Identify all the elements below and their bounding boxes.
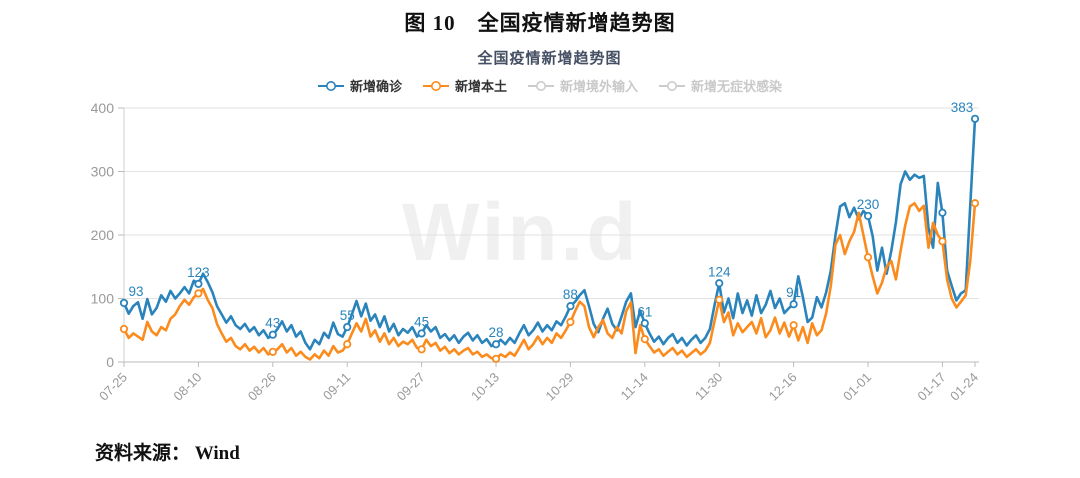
point-marker-new-confirmed [417,329,426,338]
x-axis-label: 10-29 [542,370,576,404]
x-axis-label: 07-25 [96,370,130,404]
point-marker-new-local [491,354,501,363]
legend-item-new-asymptomatic[interactable]: 新增无症状感染 [658,76,782,95]
point-label: 28 [489,325,504,340]
chart-title: 全国疫情新增趋势图 [477,50,622,67]
source-note: 资料来源： Wind [95,443,240,464]
x-axis-label: 01-24 [947,370,981,404]
point-label: 383 [951,100,974,115]
doc-title: 图 10 全国疫情新增趋势图 [404,11,676,35]
point-label: 91 [786,285,801,300]
y-axis-label: 0 [106,354,114,370]
point-label: 43 [265,316,280,331]
y-axis-label: 200 [91,227,115,243]
legend-marker-icon [528,80,554,91]
trend-chart-svg[interactable]: 0 100 200 300 400 07-25 08-10 08-26 09-11 09-27 10… [0,100,1080,430]
chart-legend: 新增确诊 新增本土 新增境外输入 新增无症状感染 [124,76,975,95]
legend-label: 新增确诊 [349,79,402,94]
point-marker-new-local [343,340,352,349]
legend-label: 新增无症状感染 [691,79,783,94]
x-axis-label: 01-01 [840,370,874,404]
point-label: 61 [637,304,652,319]
legend-marker-icon [317,80,344,91]
point-marker-new-local [119,324,129,334]
y-axis-label: 300 [91,164,115,180]
point-label: 124 [708,264,731,279]
x-axis-label: 08-26 [245,370,279,404]
point-marker-new-confirmed [343,322,352,332]
legend-label: 新增境外输入 [560,79,639,94]
y-axis-label: 100 [91,291,115,307]
x-axis-label: 09-11 [320,370,353,403]
point-marker-new-confirmed [789,300,798,309]
point-marker-new-local [970,199,980,208]
x-axis-label: 01-17 [914,370,948,404]
x-axis-label: 08-10 [170,370,204,404]
point-marker-new-local [417,345,426,354]
point-marker-new-confirmed [268,330,277,339]
point-marker-new-confirmed [566,302,575,311]
point-marker-new-confirmed [194,279,203,288]
x-axis-label: 09-27 [394,370,428,404]
point-marker-new-local [566,317,575,327]
point-marker-new-confirmed [640,319,649,328]
x-axis-label: 11-30 [692,370,725,403]
watermark: Win.d [402,187,640,278]
legend-label: 新增本土 [454,79,507,94]
legend-item-new-local[interactable]: 新增本土 [422,76,507,95]
point-marker-new-local [268,347,277,356]
point-label: 45 [414,314,429,329]
point-marker-new-local [938,237,947,246]
legend-marker-icon [659,80,686,91]
series-line-new-local [122,202,977,361]
x-axis-label: 12-16 [766,370,800,404]
point-label: 88 [563,287,578,302]
point-label: 93 [128,284,143,299]
point-marker-new-confirmed [715,279,724,288]
legend-item-new-confirmed[interactable]: 新增确诊 [317,76,402,95]
series-line-new-confirmed [122,117,977,351]
legend-marker-icon [422,80,449,91]
point-marker-new-local [640,335,649,344]
point-marker-new-confirmed [491,340,501,349]
point-label: 55 [340,308,355,323]
point-marker-new-local [789,321,798,330]
point-marker-new-confirmed [119,298,129,308]
y-axis-label: 400 [91,100,115,116]
point-marker-new-confirmed [970,114,980,123]
point-marker-new-confirmed [863,211,873,221]
point-marker-new-local [863,253,873,262]
chart-canvas[interactable]: 0 100 200 300 400 07-25 08-10 08-26 09-11 09-27 10… [0,100,1080,430]
x-axis-label: 10-13 [468,370,502,404]
point-marker-new-local [715,295,724,304]
legend-item-new-imported[interactable]: 新增境外输入 [527,76,638,95]
point-marker-new-local [194,289,203,298]
point-label: 230 [857,197,880,212]
point-label: 123 [187,265,210,280]
point-marker-new-confirmed [938,208,947,217]
x-axis-label: 11-14 [618,370,651,403]
